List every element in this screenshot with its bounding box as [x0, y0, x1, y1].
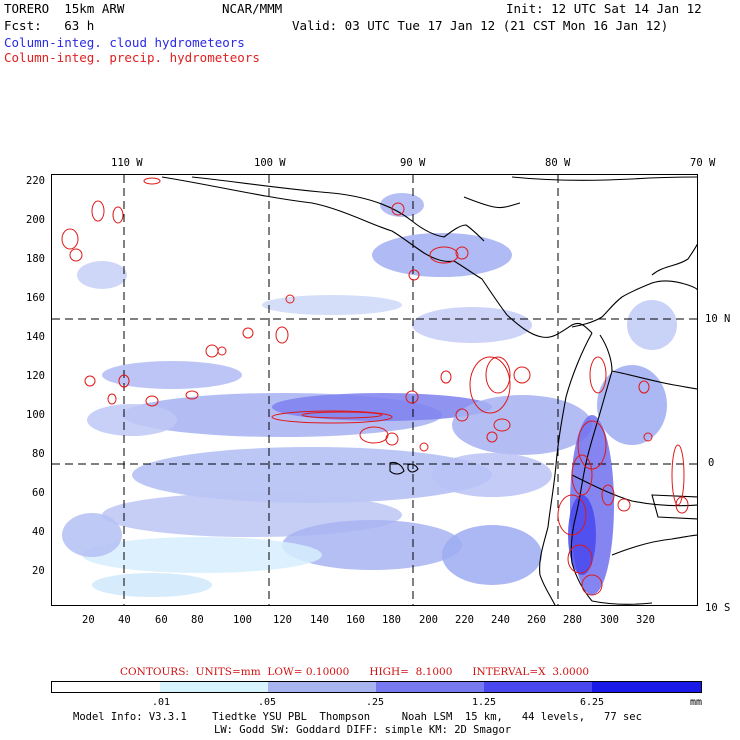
x-tick: 280: [563, 614, 582, 626]
x-tick: 220: [455, 614, 474, 626]
lon-label-70w: 70 W: [690, 157, 716, 169]
y-tick: 40: [32, 526, 45, 538]
organization-label: NCAR/MMM: [222, 1, 283, 16]
colorbar-units: mm: [690, 697, 703, 708]
lon-label-100w: 100 W: [254, 157, 286, 169]
contour-info: CONTOURS: UNITS=mm LOW= 0.10000 HIGH= 8.…: [120, 666, 590, 678]
x-tick: 240: [491, 614, 510, 626]
colorbar-label: .05: [258, 697, 277, 708]
colorbar-bin-4: [484, 682, 593, 692]
x-tick: 180: [382, 614, 401, 626]
lon-label-90w: 90 W: [400, 157, 426, 169]
x-tick: 160: [346, 614, 365, 626]
legend-cloud-hydrometeors: Column-integ. cloud hydrometeors: [4, 35, 245, 50]
y-tick: 20: [32, 565, 45, 577]
y-tick: 180: [26, 253, 45, 265]
init-time: Init: 12 UTC Sat 14 Jan 12: [506, 1, 702, 16]
colorbar-bin-3: [376, 682, 485, 692]
x-tick: 100: [233, 614, 252, 626]
x-tick: 40: [118, 614, 131, 626]
colorbar-label: 6.25: [580, 697, 605, 708]
colorbar-bin-1: [160, 682, 269, 692]
x-tick: 260: [527, 614, 546, 626]
y-tick: 60: [32, 487, 45, 499]
x-tick: 140: [310, 614, 329, 626]
precip-contours: [61, 177, 689, 596]
colorbar-label: 1.25: [472, 697, 497, 708]
x-tick: 200: [419, 614, 438, 626]
coastlines: [161, 176, 697, 605]
x-tick: 320: [636, 614, 655, 626]
lat-label-10s: 10 S: [705, 602, 731, 614]
lon-label-80w: 80 W: [545, 157, 571, 169]
colorbar-bin-0: [52, 682, 161, 692]
forecast-hour: Fcst: 63 h: [4, 18, 95, 33]
valid-time: Valid: 03 UTC Tue 17 Jan 12 (21 CST Mon …: [292, 18, 669, 33]
colorbar-label: .01: [152, 697, 171, 708]
x-tick: 60: [155, 614, 168, 626]
x-tick: 20: [82, 614, 95, 626]
y-tick: 140: [26, 331, 45, 343]
colorbar-bin-2: [268, 682, 377, 692]
y-tick: 160: [26, 292, 45, 304]
map-panel: [51, 174, 698, 606]
x-tick: 80: [191, 614, 204, 626]
lat-label-10n: 10 N: [705, 313, 731, 325]
y-tick: 220: [26, 175, 45, 187]
colorbar: [51, 681, 702, 693]
lon-label-110w: 110 W: [111, 157, 143, 169]
run-name: TORERO 15km ARW: [4, 1, 125, 16]
colorbar-bin-5: [592, 682, 701, 692]
x-tick: 120: [273, 614, 292, 626]
legend-precip-hydrometeors: Column-integ. precip. hydrometeors: [4, 50, 260, 65]
y-tick: 200: [26, 214, 45, 226]
y-tick: 120: [26, 370, 45, 382]
lat-label-equator: 0: [708, 457, 715, 469]
model-info-line1: Model Info: V3.3.1 Tiedtke YSU PBL Thomp…: [73, 711, 642, 723]
model-info-line2: LW: Godd SW: Goddard DIFF: simple KM: 2D…: [214, 724, 512, 736]
cloud-field: [62, 193, 677, 597]
hydrometeor-map: [52, 175, 697, 605]
colorbar-label: .25: [366, 697, 385, 708]
y-tick: 80: [32, 448, 45, 460]
x-tick: 300: [600, 614, 619, 626]
y-tick: 100: [26, 409, 45, 421]
lat-lon-grid: [52, 175, 697, 605]
